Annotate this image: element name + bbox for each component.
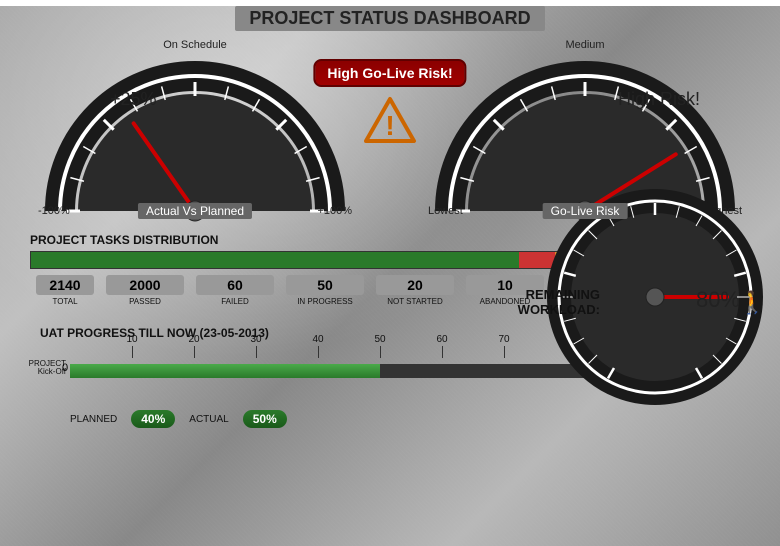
remaining-pct: 80% (696, 287, 740, 313)
remaining-label: REMAINING WORKLOAD: (518, 287, 600, 318)
gauge2-title: Go-Live Risk (543, 203, 628, 219)
gauge2-top: Medium (565, 39, 604, 51)
gauge-actual-vs-planned: On Schedule +25% -100% +100% Actual Vs P… (30, 33, 360, 223)
task-num: 60 (196, 275, 274, 295)
task-col: 60 FAILED (190, 275, 280, 306)
svg-text:!: ! (385, 110, 394, 141)
gauge1-value: +25% (110, 89, 157, 110)
gauge1-title: Actual Vs Planned (138, 203, 252, 219)
gauge2-min: Lowest (428, 205, 463, 217)
warning-banner: High Go-Live Risk! (313, 59, 466, 87)
task-num: 2000 (106, 275, 184, 295)
task-col: 2000 PASSED (100, 275, 190, 306)
uat-zero: 0 (62, 362, 68, 374)
task-label: IN PROGRESS (280, 297, 370, 306)
gauge-svg (30, 33, 360, 223)
gauge2-value: High Risk! (618, 89, 700, 110)
task-label: TOTAL (30, 297, 100, 306)
task-col: 2140 TOTAL (30, 275, 100, 306)
walker-icon: 🚶 (739, 290, 766, 316)
task-num: 50 (286, 275, 364, 295)
page-title: PROJECT STATUS DASHBOARD (235, 6, 545, 31)
task-label: FAILED (190, 297, 280, 306)
uat-legend: PLANNED 40% ACTUAL 50% (70, 410, 780, 428)
task-label: NOT STARTED (370, 297, 460, 306)
task-seg (31, 252, 519, 268)
gauge1-max: +100% (317, 205, 352, 217)
task-num: 2140 (36, 275, 94, 295)
gauge1-top: On Schedule (163, 39, 227, 51)
task-num: 20 (376, 275, 454, 295)
planned-val: 40% (131, 410, 175, 428)
task-label: PASSED (100, 297, 190, 306)
uat-left: PROJECT Kick-Off (26, 360, 66, 376)
task-col: 20 NOT STARTED (370, 275, 460, 306)
task-col: 50 IN PROGRESS (280, 275, 370, 306)
planned-label: PLANNED (70, 414, 117, 425)
actual-val: 50% (243, 410, 287, 428)
actual-label: ACTUAL (189, 414, 228, 425)
gauge1-min: -100% (38, 205, 70, 217)
warning-icon: ! (362, 95, 418, 145)
